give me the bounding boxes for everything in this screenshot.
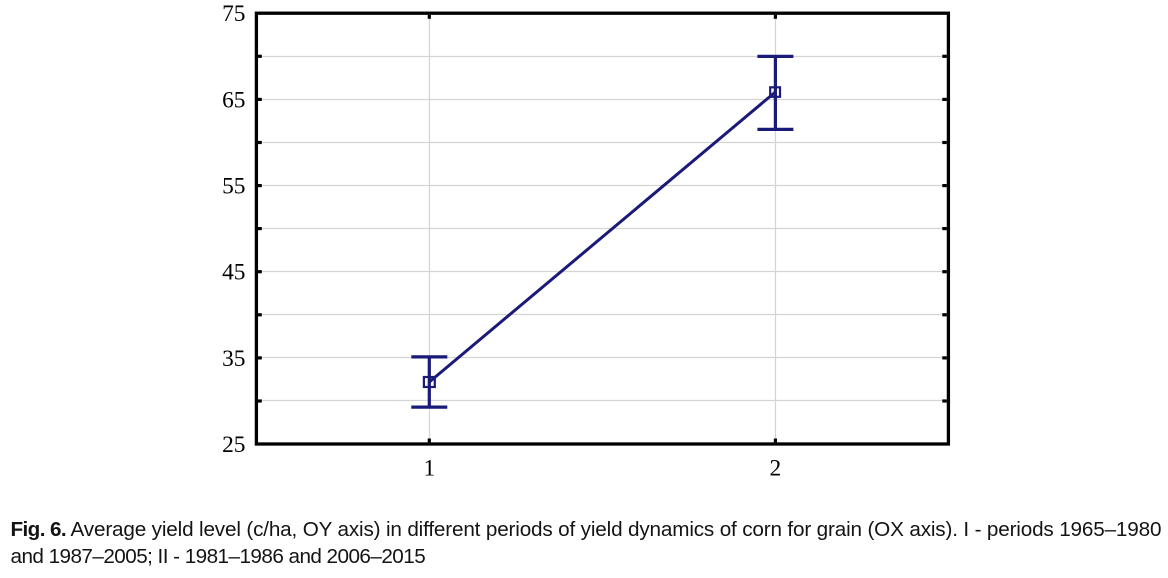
svg-text:45: 45 (222, 260, 245, 286)
svg-text:75: 75 (222, 1, 245, 27)
svg-text:55: 55 (222, 174, 245, 200)
svg-text:1: 1 (423, 455, 435, 481)
svg-text:65: 65 (222, 87, 245, 113)
svg-text:35: 35 (222, 346, 245, 372)
svg-text:25: 25 (222, 432, 245, 458)
svg-text:2: 2 (770, 455, 782, 481)
